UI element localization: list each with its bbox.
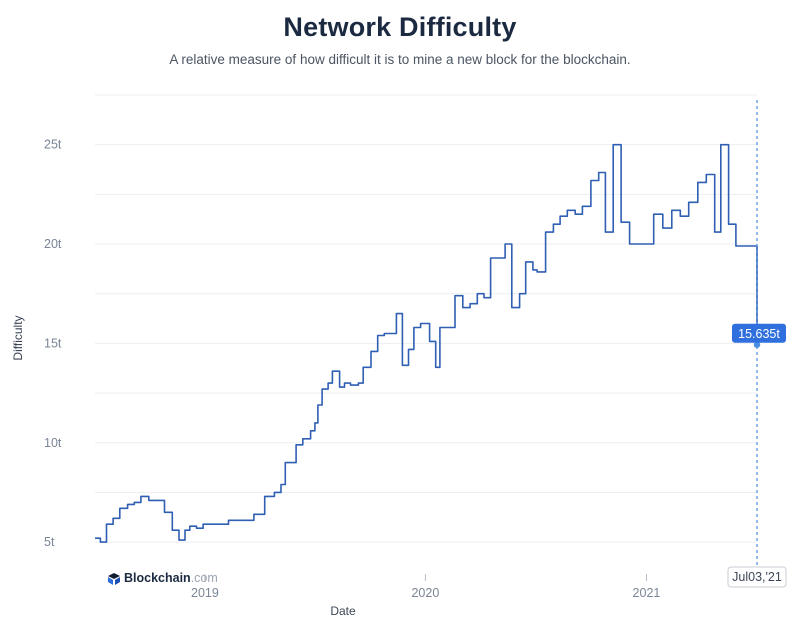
value-tooltip-label: 15.635t [738,327,780,341]
x-tick-label: 2021 [633,586,661,600]
y-tick-label: 25t [44,138,62,152]
chart-subtitle: A relative measure of how difficult it i… [169,52,631,67]
x-axis-ticks: 2019 2020 2021 [191,574,660,600]
blockchain-brand[interactable]: Blockchain.com [108,571,218,585]
value-tooltip: 15.635t [732,323,786,343]
y-axis-ticks: 5t 10t 15t 20t 25t [44,138,62,549]
x-axis-title: Date [330,604,356,618]
y-tick-label: 5t [44,535,55,549]
y-tick-label: 10t [44,436,62,450]
hover-point-marker [753,341,761,348]
brand-name-label: Blockchain.com [124,571,218,585]
y-axis-title: Difficulty [11,315,25,360]
date-tooltip-label: Jul03,'21 [732,570,782,584]
blockchain-logo-icon [108,573,120,585]
y-tick-label: 15t [44,336,62,350]
date-tooltip: Jul03,'21 [727,566,787,588]
chart-title: Network Difficulty [283,12,517,42]
x-tick-label: 2019 [191,586,219,600]
grid-lines [95,94,757,543]
y-tick-label: 20t [44,237,62,251]
x-tick-label: 2020 [411,586,439,600]
difficulty-series-line [95,143,758,543]
